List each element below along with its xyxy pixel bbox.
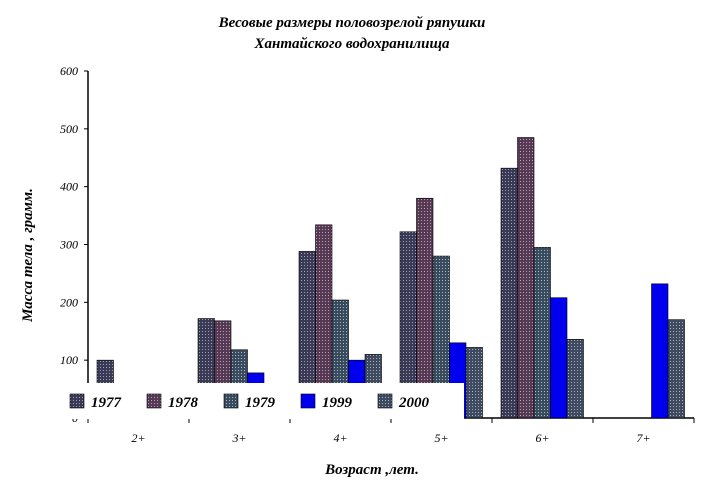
legend-swatch-1979 [223, 393, 239, 409]
y-tick-label: 600 [60, 64, 78, 78]
bar-1999-7+ [651, 283, 669, 419]
legend-label-1999: 1999 [322, 395, 353, 411]
y-axis-title: Масса тела , грамм. [20, 188, 36, 323]
bar-1979-6+ [533, 247, 551, 419]
legend-swatch-1999 [300, 393, 316, 409]
axes [87, 71, 694, 419]
y-tick-label: 500 [60, 122, 78, 136]
x-tick-label: 3+ [231, 431, 246, 445]
x-tick-label: 2+ [131, 431, 145, 445]
bars [96, 137, 685, 419]
legend-label-2000: 2000 [398, 395, 430, 411]
chart-title-line-1: Весовые размеры половозрелой ряпушки [218, 15, 486, 31]
y-tick-label: 400 [60, 180, 78, 194]
legend-swatch-1978 [146, 393, 162, 409]
y-tick-label: 300 [59, 238, 78, 252]
legend-label-1979: 1979 [245, 395, 276, 411]
chart-title-line-2: Хантайского водохранилища [254, 36, 450, 52]
legend-swatch-2000 [377, 393, 393, 409]
y-tick-label: 200 [60, 295, 78, 309]
legend: 1977 1978 1979 1999 2000 [62, 383, 464, 419]
x-tick-label: 7+ [636, 431, 650, 445]
legend-box [62, 383, 464, 419]
bar-1999-6+ [550, 297, 568, 419]
x-tick-label: 5+ [434, 431, 448, 445]
bar-2000-7+ [667, 319, 685, 419]
legend-label-1978: 1978 [168, 395, 199, 411]
bar-2000-6+ [566, 339, 584, 419]
y-tick-label: 100 [60, 353, 78, 367]
x-axis-title: Возраст ,лет. [324, 462, 419, 478]
x-tick-label: 6+ [535, 431, 549, 445]
legend-label-1977: 1977 [91, 395, 122, 411]
legend-swatch-1977 [69, 393, 85, 409]
bar-2000-5+ [465, 347, 483, 419]
bar-1978-6+ [517, 137, 535, 419]
bar-1977-6+ [500, 167, 518, 419]
x-tick-label: 4+ [333, 431, 347, 445]
ticks: 01002003004005006002+3+4+5+6+7+ [59, 64, 695, 445]
